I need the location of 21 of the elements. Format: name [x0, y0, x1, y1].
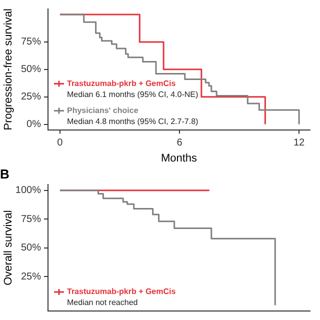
y-tick-label: 50% [20, 242, 42, 254]
y-tick-label: 75% [20, 214, 42, 225]
y-tick-label: 25% [20, 271, 42, 282]
legend-label: Trastuzumab-pkrb + GemCis [67, 79, 176, 88]
y-axis-title: Progression-free survival [2, 8, 15, 130]
legend-label: Physicians' choice [67, 106, 139, 116]
legend-label: Trastuzumab-pkrb + GemCis [67, 287, 176, 296]
annotation: Median 4.8 months (95% CI, 2.7-7.8) [67, 117, 199, 126]
x-tick-label: 6 [176, 138, 183, 149]
x-axis-title: Months [160, 152, 198, 164]
y-tick-label: 100% [15, 185, 42, 196]
y-tick-label: 50% [20, 64, 42, 76]
annotation: Median 6.1 months (95% CI, 4.0-NE) [67, 90, 199, 100]
y-tick-label: 25% [20, 92, 42, 103]
chart-title: B [0, 166, 10, 182]
annotation: Median not reached [67, 298, 138, 308]
x-tick-label: 0 [57, 138, 64, 149]
y-axis-title: Overall survival [2, 210, 15, 286]
y-tick-label: 75% [20, 36, 42, 48]
x-tick-label: 12 [293, 138, 306, 149]
y-tick-label: 0% [26, 119, 42, 130]
